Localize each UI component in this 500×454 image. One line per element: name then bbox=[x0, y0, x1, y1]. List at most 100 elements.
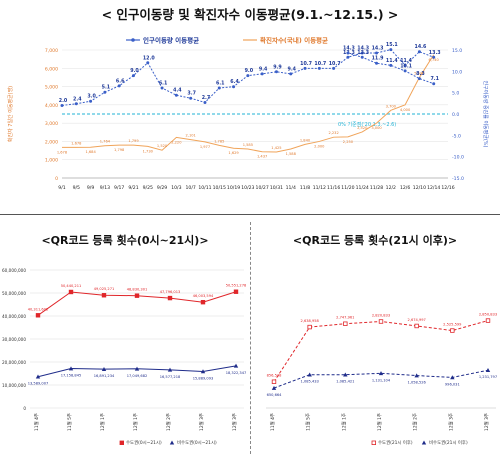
data-label: 1,085,433 bbox=[301, 380, 319, 384]
mobility-point bbox=[189, 96, 193, 100]
mobility-data-label: 14.3 bbox=[372, 45, 384, 51]
data-label: 50,551,278 bbox=[226, 284, 247, 288]
y2-tick-label: 15.0 bbox=[452, 48, 462, 54]
confirmed-data-label: 2,232 bbox=[328, 131, 338, 135]
data-label: 16,577,218 bbox=[160, 375, 181, 379]
data-label: 1,231,797 bbox=[479, 375, 497, 379]
mobility-data-label: 6.6 bbox=[116, 78, 125, 84]
series-point bbox=[485, 368, 491, 373]
series-point bbox=[101, 293, 107, 298]
series-point bbox=[200, 369, 206, 374]
confirmed-data-label: 1,798 bbox=[114, 148, 125, 152]
y-tick-label: 30,000,000 bbox=[2, 337, 26, 342]
qr-day-chart: 0 10,000,000 20,000,000 30,000,000 40,000,00… bbox=[2, 268, 247, 446]
mobility-point bbox=[403, 69, 407, 73]
x-tick-label: 12/2 bbox=[386, 185, 396, 191]
confirmed-data-label: 3,000 bbox=[371, 126, 382, 130]
series-point bbox=[307, 372, 312, 377]
mobility-data-label: 2.0 bbox=[59, 98, 68, 104]
x-tick-label: 11/28 bbox=[370, 185, 383, 191]
mobility-point bbox=[375, 61, 379, 65]
series-point bbox=[167, 367, 173, 372]
series-point bbox=[200, 299, 206, 305]
series-point bbox=[134, 366, 140, 371]
mobility-point bbox=[174, 93, 178, 97]
x-tick-label: 11/16 bbox=[327, 185, 340, 191]
data-label: 17,049,682 bbox=[127, 374, 148, 378]
mobility-point bbox=[74, 102, 78, 106]
x-tick-label: 12/6 bbox=[400, 185, 410, 191]
y-axis-title: 확진자 7일간 이동평균(명) bbox=[7, 86, 14, 142]
x-tick-label: 10/7 bbox=[186, 185, 196, 191]
mobility-data-label: 13.3 bbox=[429, 50, 441, 56]
data-label: 2,820,833 bbox=[372, 313, 390, 317]
confirmed-data-label: 2,101 bbox=[186, 134, 196, 138]
x-tick-label: 11/8 bbox=[300, 185, 310, 191]
page-title: < 인구이동량 및 확진자수 이동평균(9.1.~12.15.) > bbox=[101, 7, 399, 22]
y-tick-label: 20,000,000 bbox=[2, 360, 26, 365]
legend-label: 수도권(21시 이후) bbox=[378, 439, 413, 446]
mobility-point bbox=[389, 48, 393, 52]
confirmed-data-label: 1,785 bbox=[214, 139, 224, 143]
confirmed-data-label: 1,684 bbox=[85, 150, 96, 154]
mobility-point bbox=[131, 74, 135, 78]
mobility-point bbox=[332, 66, 336, 70]
mobility-data-label: 14.3 bbox=[357, 45, 369, 51]
mobility-data-label: 5.1 bbox=[102, 85, 111, 91]
mobility-data-label: 11.4 bbox=[386, 58, 398, 64]
mobility-data-label: 6.1 bbox=[159, 80, 168, 86]
series-point bbox=[307, 324, 312, 330]
x-tick-label: 12월 1주 bbox=[376, 413, 383, 431]
y-tick-label: 2,000 bbox=[45, 139, 58, 145]
x-tick-label: 9/17 bbox=[114, 185, 124, 191]
confirmed-data-label: 6,740 bbox=[429, 58, 440, 62]
series-point bbox=[68, 289, 74, 295]
x-tick-label: 11/12 bbox=[313, 185, 326, 191]
mobility-point bbox=[232, 85, 236, 89]
x-tick-label: 11월 5주 bbox=[305, 413, 312, 431]
mobility-data-label: 9.4 bbox=[287, 66, 296, 72]
qr-day-title: <QR코드 등록 횟수(0시~21시)> bbox=[41, 234, 209, 247]
x-tick-label: 10/11 bbox=[198, 185, 211, 191]
mobility-point bbox=[160, 86, 164, 90]
mobility-point bbox=[317, 66, 321, 70]
mobility-data-label: 6.1 bbox=[216, 80, 225, 86]
data-label: 15,889,093 bbox=[193, 376, 214, 380]
mobility-data-label: 14.6 bbox=[414, 44, 426, 50]
x-tick-label: 10/27 bbox=[256, 185, 269, 191]
data-label: 1,085,421 bbox=[336, 380, 354, 384]
legend-label: 비수도권(21시 이후) bbox=[429, 439, 468, 446]
legend-label: 수도권(0시~21시) bbox=[126, 439, 162, 446]
x-tick-label: 10/23 bbox=[241, 185, 254, 191]
data-label: 13,589,007 bbox=[28, 382, 49, 386]
y-tick-label: 0 bbox=[55, 176, 58, 182]
mobility-data-label: 6.4 bbox=[230, 79, 239, 85]
mobility-point bbox=[375, 51, 379, 55]
confirmed-data-label: 1,588 bbox=[286, 152, 297, 156]
mobility-data-label: 10.7 bbox=[314, 61, 326, 67]
data-label: 49,025,271 bbox=[94, 287, 115, 291]
confirmed-data-label: 4,000 bbox=[400, 108, 411, 112]
mobility-data-label: 7.1 bbox=[430, 76, 439, 82]
y2-tick-label: -5.0 bbox=[452, 133, 461, 139]
mobility-point bbox=[432, 82, 436, 86]
x-tick-label: 12월 1주 bbox=[99, 413, 106, 431]
y-tick-label: 5,000 bbox=[45, 85, 58, 91]
series-point bbox=[378, 371, 384, 376]
x-tick-label: 12/14 bbox=[427, 185, 440, 191]
mobility-data-label: 11.4 bbox=[400, 58, 412, 64]
series-point bbox=[343, 372, 348, 377]
x-tick-label: 12월 2주 bbox=[165, 413, 172, 431]
x-tick-label: 9/1 bbox=[58, 185, 65, 191]
x-tick-label: 10/15 bbox=[213, 185, 226, 191]
mobility-point bbox=[246, 74, 250, 78]
confirmed-data-label: 2,000 bbox=[314, 144, 325, 148]
y2-axis-title: 인구이동량 증감률 이동평균(%) bbox=[482, 80, 489, 147]
mobility-point bbox=[360, 51, 364, 55]
x-tick-label: 9/25 bbox=[143, 185, 153, 191]
qr-night-title: <QR코드 등록 횟수(21시 이후)> bbox=[292, 234, 458, 247]
confirmed-data-label: 3,700 bbox=[386, 104, 397, 108]
y-tick-label: 4,000 bbox=[45, 103, 58, 109]
y-tick-label: 50,000,000 bbox=[2, 291, 26, 296]
data-label: 1,131,104 bbox=[372, 378, 391, 382]
